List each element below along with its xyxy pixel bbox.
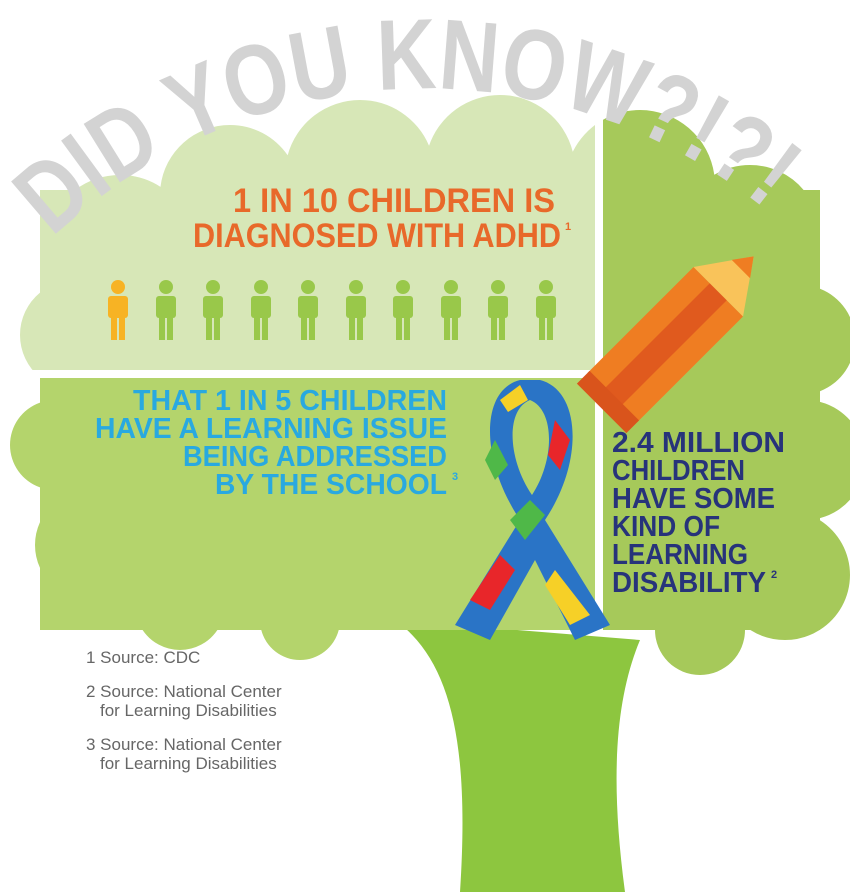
footnote-mark: 3: [452, 471, 458, 483]
source-line: for Learning Disabilities: [100, 754, 277, 773]
page: {"header": {"title": "DID YOU KNOW?!?!"}…: [0, 0, 850, 892]
source-line: 2 Source: National Center: [86, 682, 282, 701]
infographic: DID YOU KNOW?!?! 1 IN 10 CHILDREN IS DIA…: [0, 0, 850, 892]
source-line: 1 Source: CDC: [86, 648, 200, 667]
source-line: for Learning Disabilities: [100, 701, 277, 720]
trunk: [395, 620, 640, 892]
stat-line: 1 IN 10 CHILDREN IS: [233, 182, 555, 220]
stat-line: DIAGNOSED WITH ADHD: [193, 217, 561, 255]
footnote-mark: 2: [771, 569, 777, 581]
stat-line: DISABILITY: [612, 567, 766, 599]
stat-line: BY THE SCHOOL: [215, 469, 447, 501]
footnote-mark: 1: [565, 221, 571, 233]
source-line: 3 Source: National Center: [86, 735, 282, 754]
